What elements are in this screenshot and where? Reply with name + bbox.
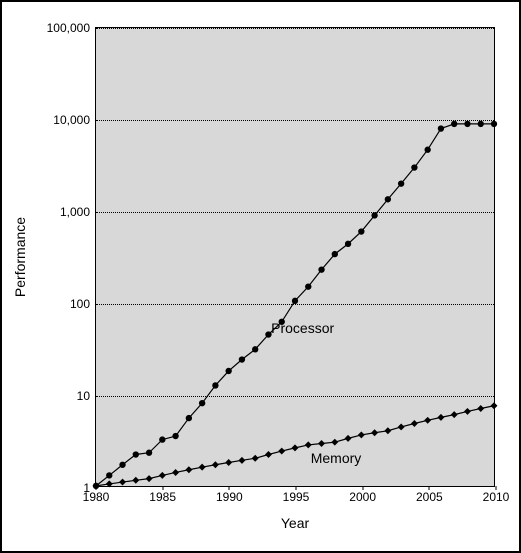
- marker-diamond: [199, 464, 206, 471]
- marker-circle: [438, 125, 444, 131]
- marker-diamond: [411, 420, 418, 427]
- x-tick-label: 2000: [349, 490, 376, 504]
- marker-circle: [451, 121, 457, 127]
- marker-circle: [106, 472, 112, 478]
- marker-circle: [119, 462, 125, 468]
- series-label-processor: Processor: [271, 320, 334, 336]
- marker-circle: [464, 121, 470, 127]
- gridline: [96, 304, 494, 305]
- marker-circle: [186, 415, 192, 421]
- series-label-memory: Memory: [311, 450, 362, 466]
- marker-diamond: [371, 429, 378, 436]
- marker-diamond: [278, 448, 285, 455]
- x-tick-label: 2005: [416, 490, 443, 504]
- marker-diamond: [345, 435, 352, 442]
- y-tick-label: 100,000: [47, 21, 90, 35]
- marker-diamond: [212, 461, 219, 468]
- marker-diamond: [424, 417, 431, 424]
- marker-circle: [252, 346, 258, 352]
- marker-circle: [146, 450, 152, 456]
- marker-circle: [398, 180, 404, 186]
- marker-circle: [212, 382, 218, 388]
- marker-circle: [345, 241, 351, 247]
- marker-circle: [318, 266, 324, 272]
- marker-circle: [385, 196, 391, 202]
- gridline: [96, 28, 494, 29]
- marker-diamond: [491, 402, 498, 409]
- x-tick-label: 1985: [149, 490, 176, 504]
- marker-circle: [478, 121, 484, 127]
- y-axis-label: Performance: [12, 217, 28, 297]
- gridline: [96, 120, 494, 121]
- marker-diamond: [464, 408, 471, 415]
- marker-circle: [305, 283, 311, 289]
- marker-diamond: [437, 414, 444, 421]
- chart-frame: 1101001,00010,000100,0001980198519901995…: [0, 0, 521, 553]
- gridline: [96, 396, 494, 397]
- x-tick-label: 1990: [216, 490, 243, 504]
- marker-circle: [199, 400, 205, 406]
- marker-diamond: [358, 431, 365, 438]
- x-tick-label: 1995: [283, 490, 310, 504]
- marker-diamond: [398, 423, 405, 430]
- marker-circle: [358, 228, 364, 234]
- marker-diamond: [185, 466, 192, 473]
- marker-diamond: [331, 439, 338, 446]
- marker-diamond: [132, 477, 139, 484]
- x-tick-label: 1980: [83, 490, 110, 504]
- marker-diamond: [384, 427, 391, 434]
- marker-circle: [159, 436, 165, 442]
- y-tick-label: 10,000: [53, 113, 90, 127]
- marker-circle: [172, 433, 178, 439]
- plot-area: 1101001,00010,000100,0001980198519901995…: [95, 27, 495, 487]
- marker-diamond: [477, 405, 484, 412]
- marker-circle: [411, 164, 417, 170]
- x-axis-label: Year: [281, 515, 309, 531]
- marker-diamond: [265, 451, 272, 458]
- chart-svg: [96, 28, 494, 486]
- marker-diamond: [146, 475, 153, 482]
- gridline: [96, 212, 494, 213]
- marker-circle: [239, 356, 245, 362]
- marker-diamond: [238, 457, 245, 464]
- marker-diamond: [172, 469, 179, 476]
- marker-diamond: [292, 444, 299, 451]
- y-tick-label: 1,000: [60, 205, 90, 219]
- marker-diamond: [252, 455, 259, 462]
- y-tick-label: 100: [70, 297, 90, 311]
- marker-diamond: [225, 459, 232, 466]
- marker-circle: [424, 147, 430, 153]
- marker-circle: [133, 451, 139, 457]
- marker-circle: [371, 212, 377, 218]
- marker-circle: [332, 251, 338, 257]
- marker-diamond: [159, 472, 166, 479]
- x-tick-label: 2010: [483, 490, 510, 504]
- marker-diamond: [318, 440, 325, 447]
- marker-diamond: [305, 441, 312, 448]
- marker-diamond: [106, 480, 113, 487]
- y-tick-label: 10: [77, 389, 90, 403]
- marker-circle: [491, 121, 497, 127]
- marker-diamond: [451, 411, 458, 418]
- marker-diamond: [119, 479, 126, 486]
- marker-circle: [225, 368, 231, 374]
